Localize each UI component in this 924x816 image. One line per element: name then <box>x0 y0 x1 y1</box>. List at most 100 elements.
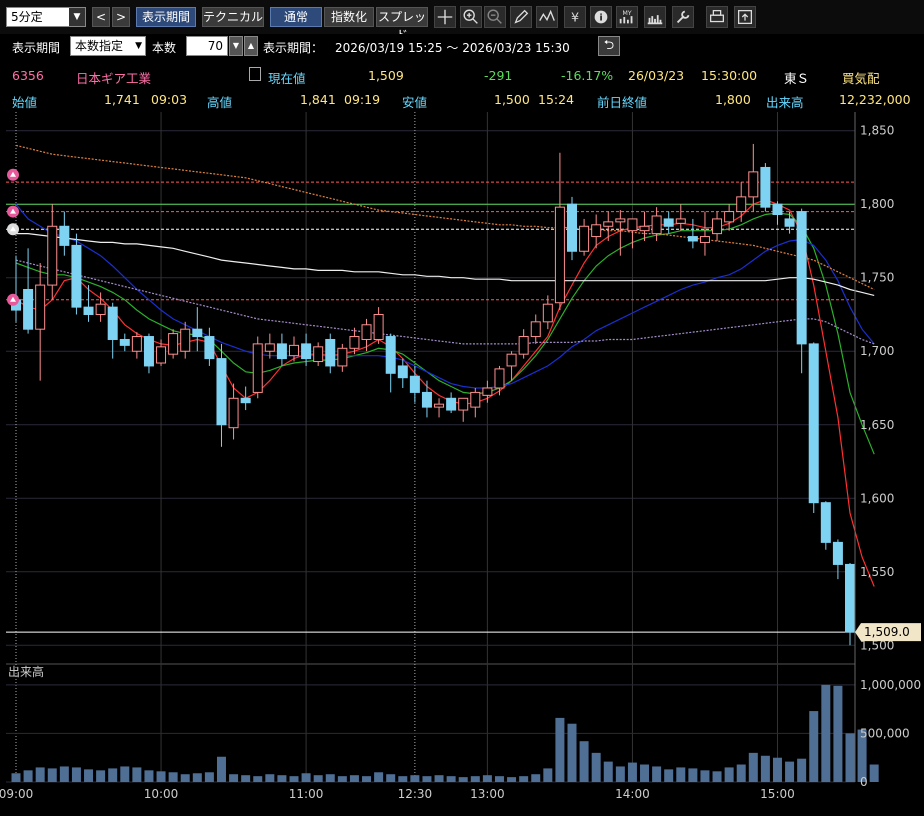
trend-icon[interactable] <box>536 6 558 28</box>
time-tick-label: 10:00 <box>144 787 179 801</box>
signal-marker-arrow <box>10 296 16 302</box>
candle-body <box>554 206 565 304</box>
low-time: 15:24 <box>538 92 575 107</box>
candle-body <box>373 313 384 340</box>
svg-text:i: i <box>599 14 602 24</box>
volume-bar <box>555 717 565 782</box>
prev-button[interactable]: < <box>92 7 110 27</box>
candle-body <box>506 353 517 367</box>
candle-body <box>675 218 686 224</box>
price-tick-label: 1,850 <box>860 124 894 138</box>
volume-bar <box>482 775 492 782</box>
low-label: 安値 <box>402 95 428 110</box>
signal-marker-icon <box>7 205 19 218</box>
candle-body <box>627 218 638 232</box>
candle-body <box>591 224 602 238</box>
volume-bar <box>289 776 299 782</box>
volume-bar <box>809 711 819 782</box>
volume-bar <box>688 768 698 782</box>
signal-marker-arrow <box>10 171 16 177</box>
candle-body <box>143 336 154 367</box>
candle-body <box>639 225 650 232</box>
period-label: 表示期間 <box>12 41 61 55</box>
interval-select-value: 5分定 <box>11 10 43 24</box>
volume-bar <box>229 774 239 782</box>
candle-body <box>651 215 662 235</box>
interval-select[interactable]: 5分定 ▼ <box>6 7 86 27</box>
candle-body <box>409 375 420 393</box>
candle-body <box>156 346 167 364</box>
volume-bar <box>277 775 287 782</box>
normal-button[interactable]: 通常 <box>270 7 322 27</box>
volume-bar <box>736 764 746 782</box>
moving-average-line <box>15 199 875 587</box>
candle-body <box>289 344 299 357</box>
volume-bar <box>108 768 118 782</box>
volume-bar <box>59 766 69 782</box>
candle-body <box>252 343 263 393</box>
signal-marker-arrow <box>10 208 16 214</box>
print-icon[interactable] <box>706 6 728 28</box>
volume-bar <box>748 752 758 782</box>
candle-body <box>712 218 723 235</box>
period-button[interactable]: 表示期間 <box>136 7 196 27</box>
candles <box>11 143 855 646</box>
volume-bar <box>23 770 33 782</box>
chevron-down-icon: ▼ <box>69 8 85 26</box>
candle-body <box>808 343 819 504</box>
range-value: 2026/03/19 15:25 ～ 2026/03/23 15:30 <box>335 41 570 55</box>
candle-body <box>131 336 142 352</box>
my-icon[interactable]: MY <box>616 6 638 28</box>
last-price-tag <box>855 623 921 642</box>
volume-bar <box>374 772 384 782</box>
price-tick-label: 1,800 <box>860 197 894 211</box>
crosshair-icon[interactable] <box>434 6 456 28</box>
candle-body <box>276 343 287 360</box>
time-tick-label: 13:00 <box>470 787 505 801</box>
candle-body <box>736 196 747 213</box>
candle-body <box>748 171 759 198</box>
info-icon[interactable]: i <box>590 6 612 28</box>
prev-close-value: 1,800 <box>715 92 751 107</box>
spread-button[interactable]: スプレッド <box>376 7 428 42</box>
price-axis: 1,850 1,800 1,750 1,700 1,650 1,600 1,550 1,500… <box>0 112 921 801</box>
next-button[interactable]: > <box>112 7 130 27</box>
candle-body <box>83 306 94 315</box>
volume-bar <box>180 774 190 782</box>
volume-bar <box>156 771 166 782</box>
candle-body <box>216 358 227 426</box>
export-icon[interactable] <box>734 6 756 28</box>
volume-bar <box>241 775 251 782</box>
ohlc-row: 始値 1,741 09:03 高値 1,841 09:19 安値 1,500 1… <box>0 88 924 110</box>
candle-body <box>119 338 130 346</box>
volume-bar <box>422 776 432 782</box>
document-icon[interactable] <box>249 67 261 81</box>
period-row: 表示期間 本数指定 ▼ 本数 70 ▼ ▲ 表示期間： 2026/03/19 1… <box>0 34 924 60</box>
candle-body <box>579 225 590 252</box>
volume-bars-icon[interactable] <box>644 6 666 28</box>
count-input[interactable]: 70 <box>186 36 228 56</box>
high-time: 09:19 <box>344 92 381 107</box>
volume-bar <box>821 684 831 782</box>
open-label: 始値 <box>12 95 38 110</box>
technical-button[interactable]: テクニカル <box>202 7 264 27</box>
price-tick-label: 1,750 <box>860 271 894 285</box>
count-down-icon[interactable]: ▼ <box>229 36 243 56</box>
refresh-icon[interactable]: ⮌ <box>598 36 620 56</box>
volume-bar <box>652 766 662 782</box>
volume-bar <box>301 773 311 782</box>
count-up-icon[interactable]: ▲ <box>244 36 258 56</box>
wrench-icon[interactable] <box>672 6 694 28</box>
candle-body <box>421 391 432 408</box>
candle-body <box>204 336 215 360</box>
yen-icon[interactable]: ¥ <box>564 6 586 28</box>
candlestick-chart[interactable]: 1,850 1,800 1,750 1,700 1,650 1,600 1,550 1,500… <box>0 112 924 816</box>
candle-body <box>542 303 553 323</box>
volume-bar <box>434 775 444 782</box>
zoom-out-icon[interactable] <box>484 6 506 28</box>
candle-body <box>228 397 239 429</box>
index-button[interactable]: 指数化 <box>324 7 374 27</box>
period-mode-select[interactable]: 本数指定 ▼ <box>70 36 146 56</box>
zoom-in-icon[interactable] <box>460 6 482 28</box>
pencil-icon[interactable] <box>510 6 532 28</box>
